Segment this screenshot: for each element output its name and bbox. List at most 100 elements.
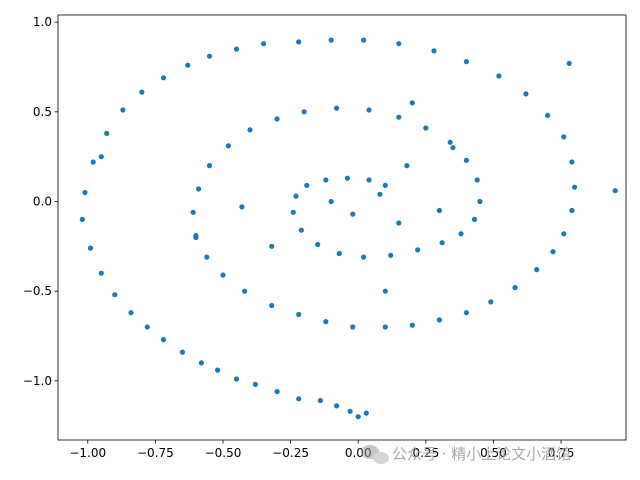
data-point [206, 163, 213, 169]
data-point [458, 231, 464, 237]
data-point [323, 177, 329, 183]
x-tick-label: −1.00 [69, 446, 106, 460]
data-point [160, 337, 167, 343]
data-point [206, 53, 213, 59]
data-point [572, 184, 578, 190]
data-point [160, 75, 167, 81]
data-point [79, 216, 85, 222]
data-point [334, 403, 340, 409]
data-point [344, 175, 350, 181]
y-tick-label: 1.0 [33, 15, 52, 29]
data-point [523, 91, 529, 97]
data-point [128, 310, 134, 316]
data-point [463, 59, 469, 65]
data-point [336, 250, 342, 257]
data-point [87, 245, 94, 251]
data-point [82, 189, 88, 196]
data-point [247, 127, 253, 133]
data-point [350, 211, 356, 217]
data-point [104, 130, 110, 136]
data-point [239, 204, 245, 210]
data-point [98, 154, 104, 160]
data-point [301, 109, 307, 115]
data-point [328, 37, 334, 43]
data-point [98, 270, 104, 276]
data-point [179, 349, 185, 355]
data-point [190, 209, 196, 215]
data-point [409, 100, 415, 106]
data-point [296, 311, 302, 318]
data-point [396, 114, 402, 120]
data-point [296, 39, 302, 45]
data-point [361, 37, 367, 43]
data-point [334, 105, 340, 111]
data-point [396, 220, 402, 226]
data-point [474, 177, 480, 183]
data-point [423, 125, 429, 131]
data-point [242, 288, 248, 294]
data-point [366, 107, 372, 113]
y-tick-label: 0.5 [33, 105, 52, 119]
data-point [112, 292, 118, 298]
data-point [323, 319, 329, 325]
data-point [512, 285, 518, 291]
watermark: 公众号 · 精小上论文小酒馆 [361, 445, 571, 464]
data-point [225, 143, 231, 149]
data-point [404, 163, 410, 169]
data-point [269, 243, 275, 249]
data-point [569, 159, 575, 165]
data-point [350, 324, 356, 330]
x-axis-ticks: −1.00 −0.75 −0.50 −0.25 0.00 0.25 0.50 0.75 [69, 440, 574, 460]
data-point [545, 112, 551, 118]
data-point [431, 48, 437, 54]
y-tick-label: 0.0 [33, 194, 52, 208]
data-point [144, 324, 150, 330]
data-point [463, 157, 469, 163]
data-point [415, 247, 421, 253]
data-point [90, 159, 96, 165]
data-point [534, 267, 540, 273]
data-point [382, 288, 388, 294]
data-point [363, 410, 369, 416]
data-point [347, 408, 353, 414]
data-point [382, 324, 388, 330]
data-point [233, 46, 240, 52]
data-point [388, 252, 394, 258]
data-point [196, 186, 202, 192]
x-tick-label: −0.50 [205, 446, 242, 460]
data-point [496, 73, 502, 79]
data-point [396, 41, 402, 47]
data-point [355, 414, 361, 420]
data-point [296, 396, 302, 402]
data-point [193, 234, 199, 240]
data-point [274, 116, 280, 122]
data-point [215, 367, 221, 373]
data-point [488, 299, 494, 305]
data-point [139, 89, 145, 95]
data-point [436, 317, 442, 323]
data-point [298, 227, 304, 233]
data-point [120, 107, 126, 113]
data-point [304, 182, 310, 188]
x-tick-label: −0.25 [272, 446, 309, 460]
data-point [185, 62, 191, 68]
data-point [561, 134, 567, 140]
data-point [477, 198, 483, 205]
data-point [366, 177, 372, 183]
data-point [436, 207, 442, 214]
data-point [261, 41, 267, 47]
data-point [328, 198, 334, 205]
y-axis-ticks: −1.0 −0.5 0.0 0.5 1.0 [23, 15, 58, 388]
data-point [269, 302, 275, 309]
data-point [220, 272, 226, 278]
data-point [447, 139, 453, 145]
data-point [569, 207, 575, 214]
data-point [317, 397, 323, 404]
data-point [382, 182, 388, 188]
data-point [233, 376, 240, 382]
data-point [290, 209, 296, 215]
wechat-bubble-icon [361, 445, 389, 464]
data-point [409, 322, 415, 328]
data-point [612, 188, 618, 194]
